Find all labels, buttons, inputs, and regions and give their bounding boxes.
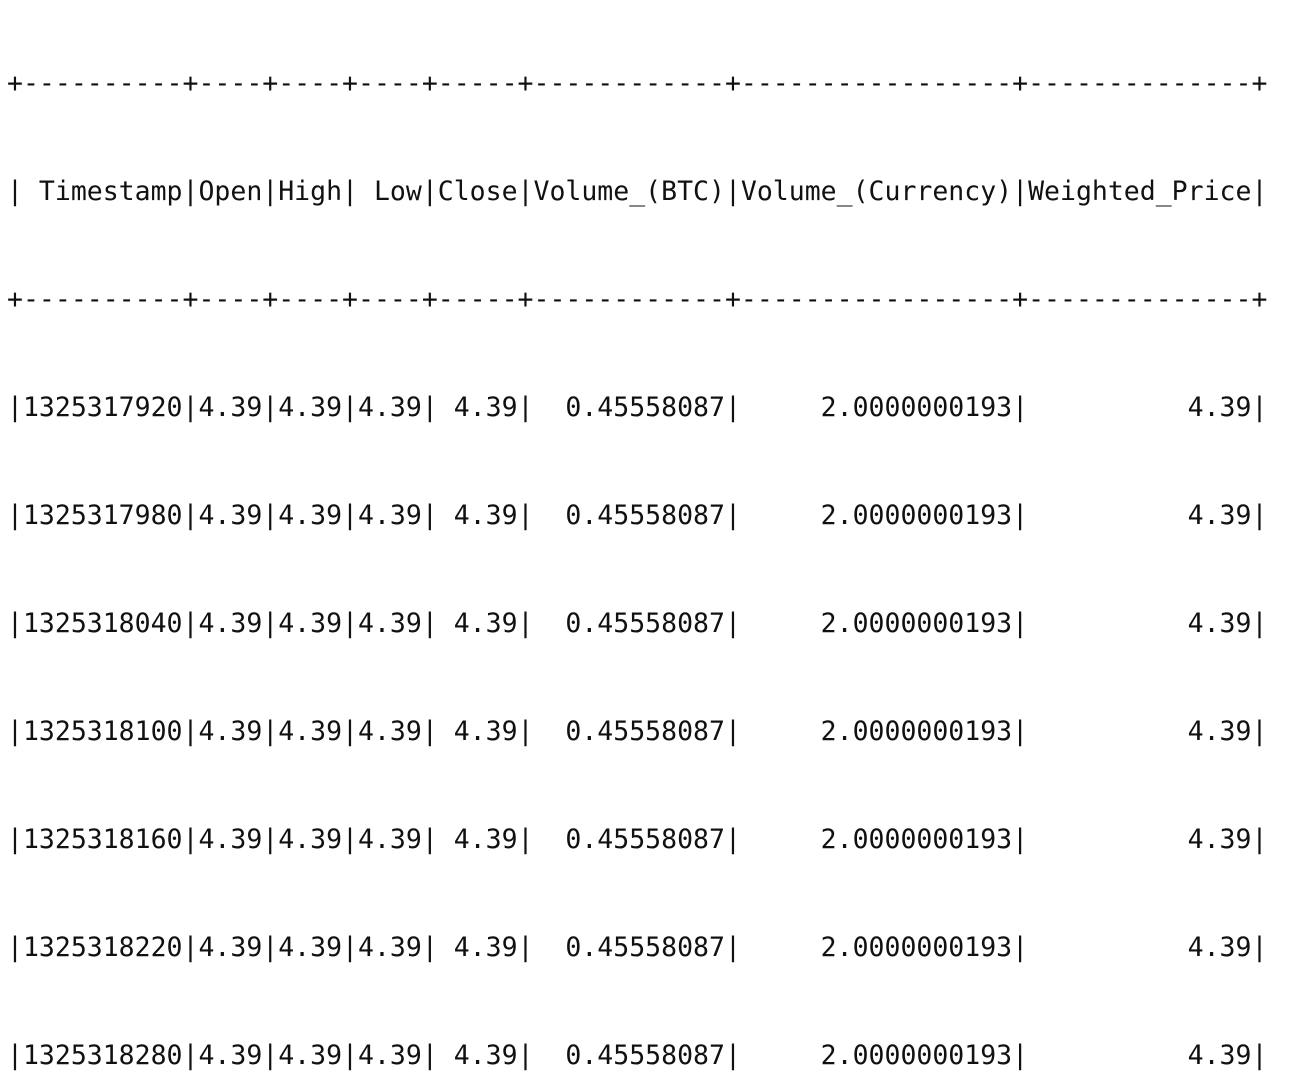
- table-row: |1325317920|4.39|4.39|4.39| 4.39| 0.4555…: [7, 392, 1268, 423]
- table-header-border: +----------+----+----+----+-----+-------…: [7, 284, 1268, 315]
- table-top-border: +----------+----+----+----+-----+-------…: [7, 68, 1268, 99]
- table-row: |1325318160|4.39|4.39|4.39| 4.39| 0.4555…: [7, 824, 1268, 855]
- table-row: |1325318280|4.39|4.39|4.39| 4.39| 0.4555…: [7, 1040, 1268, 1071]
- table-row: |1325318100|4.39|4.39|4.39| 4.39| 0.4555…: [7, 716, 1268, 747]
- table-row: |1325317980|4.39|4.39|4.39| 4.39| 0.4555…: [7, 500, 1268, 531]
- console-output: +----------+----+----+----+-----+-------…: [7, 0, 1297, 1082]
- table-header-row: | Timestamp|Open|High| Low|Close|Volume_…: [7, 176, 1268, 207]
- table-row: |1325318040|4.39|4.39|4.39| 4.39| 0.4555…: [7, 608, 1268, 639]
- table-row: |1325318220|4.39|4.39|4.39| 4.39| 0.4555…: [7, 932, 1268, 963]
